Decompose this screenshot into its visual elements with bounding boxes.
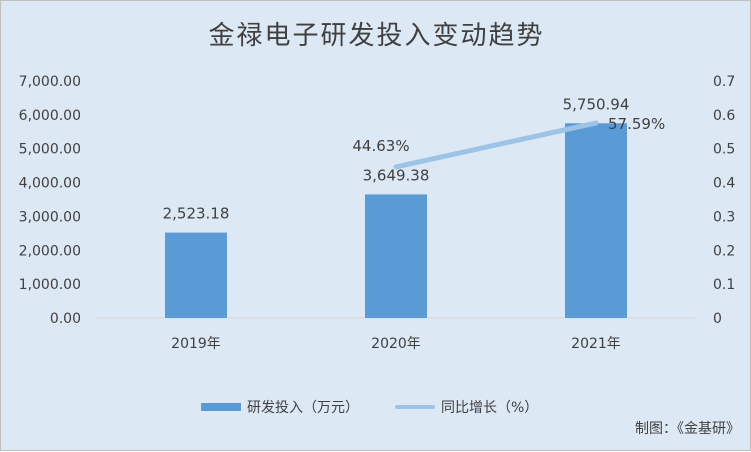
y-right-tick-label: 0.2 [713,243,735,259]
y-left-tick-label: 1,000.00 [19,277,81,293]
y-left-tick-label: 7,000.00 [19,74,81,90]
y-left-tick-label: 2,000.00 [19,243,81,259]
legend-label-line: 同比增长（%） [441,400,539,416]
y-right-tick-label: 0.6 [713,108,735,124]
bar-data-label: 3,649.38 [363,166,430,184]
x-category-label: 2021年 [571,336,621,352]
y-left-tick-label: 0.00 [50,311,81,327]
x-category-label: 2020年 [371,336,421,352]
legend: 研发投入（万元） 同比增长（%） [201,397,574,417]
source-note: 制图：《金基研》 [635,421,740,437]
y-right-tick-label: 0.3 [713,209,735,225]
legend-item-bar: 研发投入（万元） [201,397,359,417]
y-right-tick-label: 0.5 [713,142,735,158]
y-left-tick-label: 5,000.00 [19,142,81,158]
y-left-tick-label: 3,000.00 [19,209,81,225]
y-right-tick-label: 0 [713,311,722,327]
legend-item-line: 同比增长（%） [395,397,538,417]
bar [165,232,227,318]
legend-swatch-bar [201,403,241,411]
legend-swatch-line [395,405,435,409]
line-data-label: 57.59% [608,115,665,133]
legend-label-bar: 研发投入（万元） [247,400,359,416]
y-right-tick-label: 0.1 [713,277,735,293]
bar [565,123,627,318]
line-data-label: 44.63% [352,137,409,155]
y-right-tick-label: 0.4 [713,176,735,192]
bar-data-label: 2,523.18 [163,205,230,223]
x-category-label: 2019年 [171,336,221,352]
bar-data-label: 5,750.94 [563,95,630,113]
y-left-tick-label: 6,000.00 [19,108,81,124]
bar [365,194,427,318]
y-left-tick-label: 4,000.00 [19,176,81,192]
growth-line [393,120,599,170]
y-right-tick-label: 0.7 [713,74,735,90]
chart-title: 金禄电子研发投入变动趋势 [208,21,545,51]
